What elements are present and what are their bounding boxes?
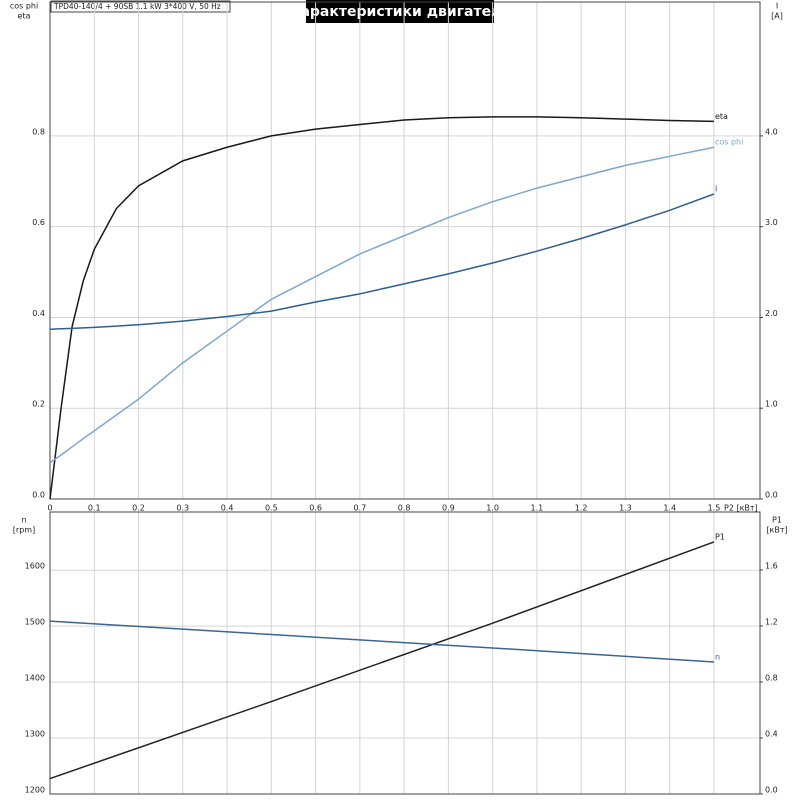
y2-tick-label: 3.0 — [765, 218, 778, 227]
y-axis-label: n — [21, 516, 26, 525]
plot-frame — [49, 511, 761, 795]
y-tick-label: 1600 — [25, 562, 45, 571]
y2-axis-label: P1 — [772, 516, 782, 525]
x-tick-label: 0.8 — [398, 504, 411, 513]
y2-axis-label: [A] — [771, 12, 783, 21]
y2-tick-label: 4.0 — [765, 127, 778, 136]
x-tick-label: 0.4 — [221, 504, 234, 513]
x-tick-label: 0.1 — [88, 504, 101, 513]
x-tick-label: 1.0 — [486, 504, 499, 513]
series-label: eta — [715, 112, 728, 121]
y-tick-label: 0.8 — [32, 127, 45, 136]
series-line — [49, 620, 715, 663]
y2-tick-label: 1.2 — [765, 617, 778, 626]
title-box — [306, 0, 494, 23]
series-label: I — [715, 184, 717, 193]
y-tick-label: 1200 — [25, 786, 45, 795]
y2-axis-label: I — [776, 2, 778, 11]
y2-tick-label: 1.6 — [765, 561, 778, 570]
x-tick-label: 1.4 — [663, 504, 676, 513]
plot-frame — [49, 1, 761, 500]
x-axis-label: P2 [кВт] — [724, 504, 758, 513]
x-tick-label: 1.5 — [708, 504, 721, 513]
x-tick-label: 0.9 — [442, 504, 455, 513]
x-tick-label: 0.7 — [353, 504, 366, 513]
series-line — [49, 116, 714, 500]
y-tick-label: 0.2 — [32, 400, 45, 409]
series-line — [49, 146, 715, 464]
y2-tick-label: 0.0 — [765, 786, 778, 795]
x-tick-label: 0.2 — [132, 504, 145, 513]
series-label: n — [715, 652, 720, 661]
x-tick-label: 1.1 — [531, 504, 544, 513]
series-line — [49, 193, 715, 330]
y-axis-label: eta — [18, 12, 31, 21]
series-line — [49, 541, 715, 780]
info-text: TPD40-140/4 + 90SB 1.1 kW 3*400 V, 50 Hz — [53, 2, 221, 11]
y-tick-label: 1500 — [25, 618, 45, 627]
info-box — [50, 0, 231, 13]
series-label: P1 — [715, 532, 725, 541]
x-tick-label: 0.5 — [265, 504, 278, 513]
x-tick-label: 0.6 — [309, 504, 322, 513]
y2-tick-label: 0.4 — [765, 729, 778, 738]
y-tick-label: 1400 — [25, 674, 45, 683]
y2-axis-label: [кВт] — [766, 526, 787, 535]
y2-tick-label: 0.0 — [765, 491, 778, 500]
y-tick-label: 0.0 — [32, 491, 45, 500]
y2-tick-label: 2.0 — [765, 309, 778, 318]
y2-tick-label: 1.0 — [765, 400, 778, 409]
y-tick-label: 0.6 — [32, 218, 45, 227]
x-tick-label: 1.2 — [575, 504, 588, 513]
x-tick-label: 0.3 — [176, 504, 189, 513]
y2-tick-label: 0.8 — [765, 673, 778, 682]
x-tick-label: 1.3 — [619, 504, 632, 513]
x-tick-label: 0 — [47, 504, 52, 513]
y-tick-label: 0.4 — [32, 309, 45, 318]
chart-title: Характеристики двигателя — [290, 4, 511, 20]
y-axis-label: [rpm] — [13, 526, 35, 535]
y-axis-label: cos phi — [10, 2, 38, 11]
y-tick-label: 1300 — [25, 730, 45, 739]
series-label: cos phi — [715, 138, 743, 147]
